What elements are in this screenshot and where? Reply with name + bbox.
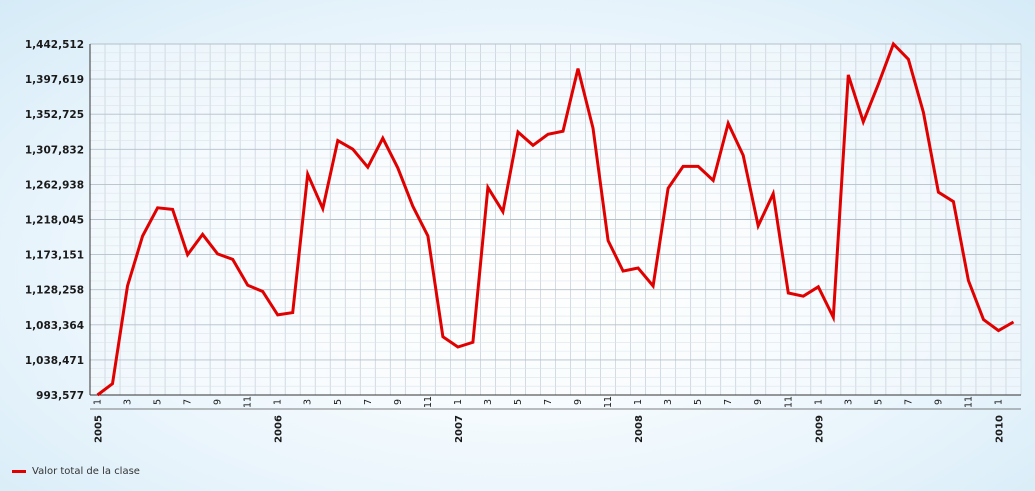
x-tick-label-month: 3	[663, 399, 674, 405]
x-tick-label-month: 7	[363, 399, 374, 405]
y-tick-label: 1,038,471	[25, 355, 84, 367]
legend-label: Valor total de la clase	[32, 466, 140, 477]
x-tick-label-month: 9	[573, 399, 584, 405]
x-tick-label-month: 3	[303, 399, 314, 405]
x-tick-label-month: 11	[963, 396, 974, 408]
x-tick-label-month: 11	[783, 396, 794, 408]
x-tick-label-month: 7	[723, 399, 734, 405]
x-tick-label-year: 2007	[454, 415, 465, 443]
y-tick-label: 1,307,832	[25, 144, 84, 156]
x-tick-label-month: 1	[813, 399, 824, 405]
x-tick-label-month: 1	[93, 399, 104, 405]
series-line	[96, 41, 1015, 397]
series-layer	[96, 41, 1015, 397]
x-tick-label-month: 9	[753, 399, 764, 405]
y-tick-label: 1,397,619	[25, 74, 84, 86]
x-tick-label-month: 1	[453, 399, 464, 405]
x-tick-label-month: 5	[513, 399, 524, 405]
x-tick-label-year: 2010	[994, 415, 1005, 443]
legend-swatch	[12, 470, 26, 473]
x-tick-label-month: 11	[423, 396, 434, 408]
y-tick-label: 1,352,725	[25, 109, 84, 121]
x-tick-label-month: 1	[273, 399, 284, 405]
x-tick-label-month: 7	[903, 399, 914, 405]
x-tick-label-month: 3	[843, 399, 854, 405]
x-tick-label-month: 9	[213, 399, 224, 405]
x-tick-label-month: 5	[693, 399, 704, 405]
x-tick-label-year: 2005	[94, 415, 105, 443]
x-tick-label-month: 11	[243, 396, 254, 408]
x-tick-label-month: 5	[333, 399, 344, 405]
y-tick-label: 1,083,364	[25, 320, 84, 332]
x-tick-label-month: 5	[873, 399, 884, 405]
y-axis-tick-labels: 993,577 1,038,471 1,083,364 1,128,258 1,173,…	[25, 39, 84, 402]
x-tick-label-month: 3	[123, 399, 134, 405]
y-tick-label: 1,262,938	[25, 179, 84, 191]
x-tick-label-year: 2009	[814, 415, 825, 443]
axes	[89, 44, 1021, 410]
x-tick-label-year: 2006	[274, 415, 285, 443]
x-tick-label-month: 1	[633, 399, 644, 405]
y-tick-label: 1,173,151	[25, 250, 84, 262]
legend: Valor total de la clase	[12, 466, 140, 477]
x-tick-label-month: 1	[993, 399, 1004, 405]
x-tick-label-month: 7	[183, 399, 194, 405]
x-tick-label-month: 9	[393, 399, 404, 405]
x-tick-label-year: 2008	[634, 415, 645, 443]
x-tick-label-month: 3	[483, 399, 494, 405]
y-tick-label: 1,218,045	[25, 214, 84, 226]
grid	[89, 43, 1022, 396]
y-tick-label: 1,128,258	[25, 285, 84, 297]
y-tick-label: 993,577	[36, 390, 84, 402]
x-tick-label-month: 11	[603, 396, 614, 408]
x-tick-label-month: 7	[543, 399, 554, 405]
x-tick-label-month: 5	[153, 399, 164, 405]
x-tick-label-month: 9	[933, 399, 944, 405]
y-tick-label: 1,442,512	[25, 39, 84, 51]
